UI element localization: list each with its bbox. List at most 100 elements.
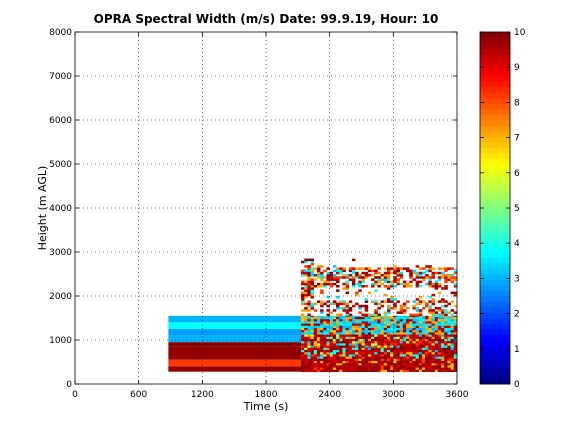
- heatmap-cell: [390, 343, 394, 346]
- heatmap-cell: [425, 338, 429, 342]
- heatmap-cell: [441, 367, 445, 370]
- heatmap-cell: [415, 318, 420, 322]
- heatmap-cell: [326, 329, 330, 333]
- heatmap-cell: [390, 325, 394, 328]
- heatmap-cell: [336, 362, 340, 366]
- heatmap-cell: [313, 332, 318, 335]
- heatmap-cell: [396, 360, 400, 364]
- heatmap-cell: [383, 267, 388, 270]
- heatmap-cell: [431, 349, 436, 353]
- colorbar-segment: [480, 87, 510, 93]
- heatmap-cell: [313, 369, 318, 372]
- heatmap-cell: [304, 260, 308, 264]
- heatmap-cell: [396, 354, 400, 357]
- heatmap-cell: [332, 274, 337, 277]
- heatmap-cell: [444, 362, 448, 366]
- colorbar-segment: [480, 59, 510, 66]
- heatmap-cell: [434, 351, 439, 355]
- heatmap-cell: [301, 282, 305, 286]
- heatmap-cell: [329, 345, 334, 348]
- heatmap-cell: [304, 334, 308, 337]
- heatmap-cell: [453, 354, 458, 357]
- heatmap-cell: [415, 280, 420, 284]
- heatmap-cell: [339, 338, 343, 342]
- heatmap-cell: [415, 309, 420, 312]
- heatmap-cell: [402, 347, 407, 350]
- heatmap-cell: [412, 321, 416, 324]
- heatmap-cell: [431, 271, 436, 275]
- heatmap-cell: [339, 354, 343, 357]
- heatmap-cell: [320, 282, 324, 286]
- heatmap-cell: [418, 356, 423, 359]
- heatmap-cell: [380, 338, 385, 342]
- heatmap-cell: [380, 329, 385, 333]
- heatmap-cell: [336, 307, 340, 310]
- heatmap-cell: [409, 315, 413, 317]
- heatmap-cell: [310, 347, 315, 350]
- heatmap-cell: [441, 354, 445, 357]
- heatmap-cell: [326, 345, 330, 348]
- heatmap-cell: [428, 354, 432, 357]
- heatmap-cell: [348, 329, 353, 333]
- heatmap-cell: [444, 318, 448, 322]
- x-tick-label: 0: [72, 390, 78, 400]
- heatmap-cell: [313, 334, 318, 337]
- heatmap-cell: [450, 356, 455, 359]
- heatmap-cell: [323, 280, 327, 284]
- heatmap-cell: [425, 354, 429, 357]
- heatmap-cell: [332, 338, 337, 342]
- heatmap-cell: [434, 282, 439, 286]
- heatmap-cell: [342, 336, 346, 339]
- heatmap-cell: [307, 351, 311, 355]
- heatmap-cell: [371, 300, 375, 303]
- heatmap-cell: [320, 325, 324, 328]
- heatmap-cell: [386, 318, 391, 322]
- heatmap-cell: [431, 327, 436, 331]
- heatmap-cell: [393, 343, 397, 346]
- heatmap-cell: [421, 351, 426, 355]
- heatmap-cell: [380, 327, 385, 331]
- heatmap-cell: [345, 325, 350, 328]
- heatmap-cell: [434, 311, 439, 314]
- heatmap-cell: [399, 311, 404, 314]
- heatmap-cell: [316, 327, 321, 331]
- heatmap-cell: [383, 334, 388, 337]
- heatmap-cell: [386, 269, 391, 273]
- heatmap-cell: [361, 316, 365, 320]
- heatmap-cell: [339, 349, 343, 353]
- heatmap-cell: [358, 280, 362, 284]
- heatmap-cell: [364, 318, 369, 322]
- heatmap-cell: [428, 276, 432, 279]
- heatmap-cell: [301, 345, 305, 348]
- heatmap-cell: [307, 302, 311, 306]
- heatmap-cell: [434, 280, 439, 284]
- heatmap-cell: [332, 300, 337, 303]
- heatmap-cell: [351, 315, 356, 317]
- heatmap-cell: [437, 356, 442, 359]
- heatmap-cell: [418, 365, 423, 368]
- heatmap-cell: [374, 365, 378, 368]
- heatmap-cell: [444, 343, 448, 346]
- heatmap-cell: [431, 293, 436, 297]
- heatmap-cell: [367, 336, 372, 339]
- heatmap-cell: [348, 365, 353, 368]
- heatmap-cell: [386, 329, 391, 333]
- heatmap-cell: [406, 365, 410, 368]
- heatmap-cell: [377, 343, 381, 346]
- heatmap-cell: [307, 345, 311, 348]
- heatmap-cell: [339, 340, 343, 344]
- heatmap-cell: [412, 343, 416, 346]
- heatmap-cell: [316, 356, 321, 359]
- heatmap-cell: [307, 327, 311, 331]
- heatmap-cell: [361, 271, 365, 275]
- heatmap-cell: [390, 345, 394, 348]
- heatmap-cell: [380, 351, 385, 355]
- colorbar-segment: [480, 125, 510, 132]
- heatmap-cell: [310, 291, 315, 295]
- heatmap-cell: [425, 325, 429, 328]
- heatmap-cell: [336, 271, 340, 275]
- heatmap-cell: [307, 276, 311, 279]
- heatmap-cell: [447, 315, 451, 317]
- heatmap-cell: [310, 289, 315, 292]
- heatmap-cell: [345, 316, 350, 320]
